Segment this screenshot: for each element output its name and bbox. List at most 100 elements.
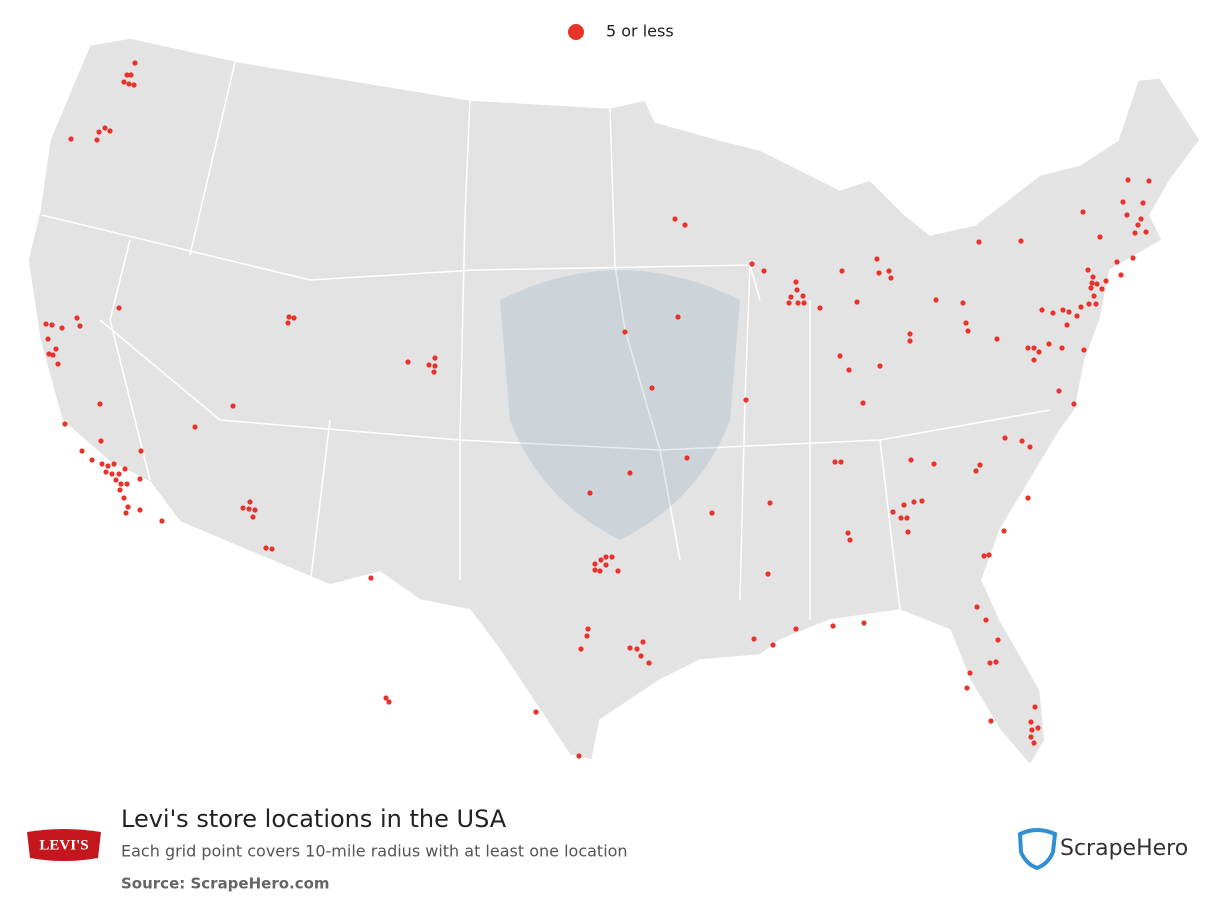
store-dot [1093, 301, 1099, 307]
store-dot [1028, 734, 1034, 740]
store-dot [138, 448, 144, 454]
scrapehero-logo-text: ScrapeHero [1060, 836, 1188, 861]
store-dot [587, 490, 593, 496]
store-dot [640, 639, 646, 645]
store-dot [634, 646, 640, 652]
store-dot [627, 470, 633, 476]
store-dot [128, 72, 134, 78]
store-dot [1078, 304, 1084, 310]
store-dot [125, 504, 131, 510]
store-dot [973, 468, 979, 474]
store-dot [933, 297, 939, 303]
store-dot [1050, 310, 1056, 316]
store-dot [793, 279, 799, 285]
store-dot [988, 718, 994, 724]
store-dot [845, 530, 851, 536]
store-dot [1080, 209, 1086, 215]
store-dot [786, 300, 792, 306]
subtitle: Each grid point covers 10-mile radius wi… [121, 842, 628, 861]
store-dot [976, 239, 982, 245]
us-map [27, 37, 1201, 767]
store-dot [981, 553, 987, 559]
store-dot [1025, 345, 1031, 351]
store-dot [801, 300, 807, 306]
store-dot [43, 321, 49, 327]
store-dot [252, 507, 258, 513]
store-dot [99, 461, 105, 467]
store-dot [1090, 274, 1096, 280]
store-dot [898, 515, 904, 521]
store-dot [124, 481, 130, 487]
store-dot [131, 82, 137, 88]
store-dot [285, 320, 291, 326]
store-dot [675, 314, 681, 320]
store-dot [59, 325, 65, 331]
store-dot [1099, 286, 1105, 292]
store-dot [886, 268, 892, 274]
store-dot [137, 507, 143, 513]
store-dot [62, 421, 68, 427]
store-dot [1031, 357, 1037, 363]
store-dot [55, 361, 61, 367]
store-dot [1029, 727, 1035, 733]
store-dot [800, 293, 806, 299]
store-dot [839, 268, 845, 274]
store-dot [603, 562, 609, 568]
store-dot [1071, 401, 1077, 407]
store-dot [426, 362, 432, 368]
store-dot [861, 620, 867, 626]
store-dot [383, 695, 389, 701]
store-dot [1130, 255, 1136, 261]
store-dot [919, 498, 925, 504]
store-dot [960, 300, 966, 306]
store-dot [1064, 322, 1070, 328]
store-dot [137, 476, 143, 482]
store-dot [911, 499, 917, 505]
legend-label: 5 or less [606, 22, 674, 41]
store-dot [854, 299, 860, 305]
store-dot [1114, 259, 1120, 265]
store-dot [832, 459, 838, 465]
store-dot [1031, 740, 1037, 746]
store-dot [993, 659, 999, 665]
store-dot [103, 469, 109, 475]
store-dot [830, 623, 836, 629]
store-dot [709, 510, 715, 516]
title: Levi's store locations in the USA [121, 805, 507, 833]
store-dot [598, 557, 604, 563]
store-dot [908, 457, 914, 463]
scrapehero-logo: ScrapeHero [1017, 828, 1188, 871]
store-dot [751, 636, 757, 642]
store-dot [117, 487, 123, 493]
store-dot [159, 518, 165, 524]
store-dot [646, 660, 652, 666]
store-dot [1056, 388, 1062, 394]
store-dot [49, 322, 55, 328]
store-dot [1135, 222, 1141, 228]
store-dot [94, 137, 100, 143]
store-dot [121, 79, 127, 85]
store-dot [74, 315, 80, 321]
store-dot [1088, 285, 1094, 291]
store-dot [983, 617, 989, 623]
store-dot [53, 346, 59, 352]
store-dot [743, 397, 749, 403]
store-dot [888, 275, 894, 281]
store-dot [627, 645, 633, 651]
store-dot [230, 403, 236, 409]
store-dot [118, 481, 124, 487]
store-dot [876, 270, 882, 276]
store-dot [1035, 725, 1041, 731]
store-dot [45, 336, 51, 342]
store-dot [1081, 347, 1087, 353]
brand-logo-text: LEVI'S [39, 837, 88, 853]
store-dot [995, 637, 1001, 643]
store-dot [247, 499, 253, 505]
store-dot [638, 653, 644, 659]
store-dot [788, 294, 794, 300]
store-dot [794, 287, 800, 293]
store-dot [987, 660, 993, 666]
store-dot [1060, 307, 1066, 313]
store-dot [121, 495, 127, 501]
store-dot [1118, 272, 1124, 278]
